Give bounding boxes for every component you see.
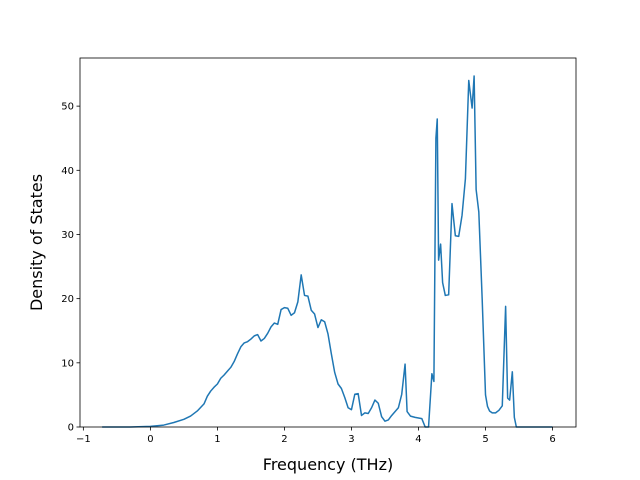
y-tick-label: 40 [61,166,74,177]
y-axis-label: Density of States [27,174,46,311]
x-tick-label: 4 [415,434,421,445]
y-tick-label: 30 [61,230,74,241]
plot-frame [79,57,577,428]
x-tick-label: 5 [482,434,488,445]
y-tick-label: 10 [61,358,74,369]
series-line-0 [102,75,553,428]
x-tick-label: 3 [348,434,354,445]
y-tick-label: 0 [68,423,74,434]
x-tick-label: 1 [214,434,220,445]
x-tick-label: −1 [76,434,91,445]
x-tick-label: 0 [147,434,153,445]
y-tick-label: 50 [61,102,74,113]
x-tick-label: 6 [549,434,555,445]
x-axis-label: Frequency (THz) [263,455,393,474]
x-tick-label: 2 [281,434,287,445]
y-tick-label: 20 [61,294,74,305]
